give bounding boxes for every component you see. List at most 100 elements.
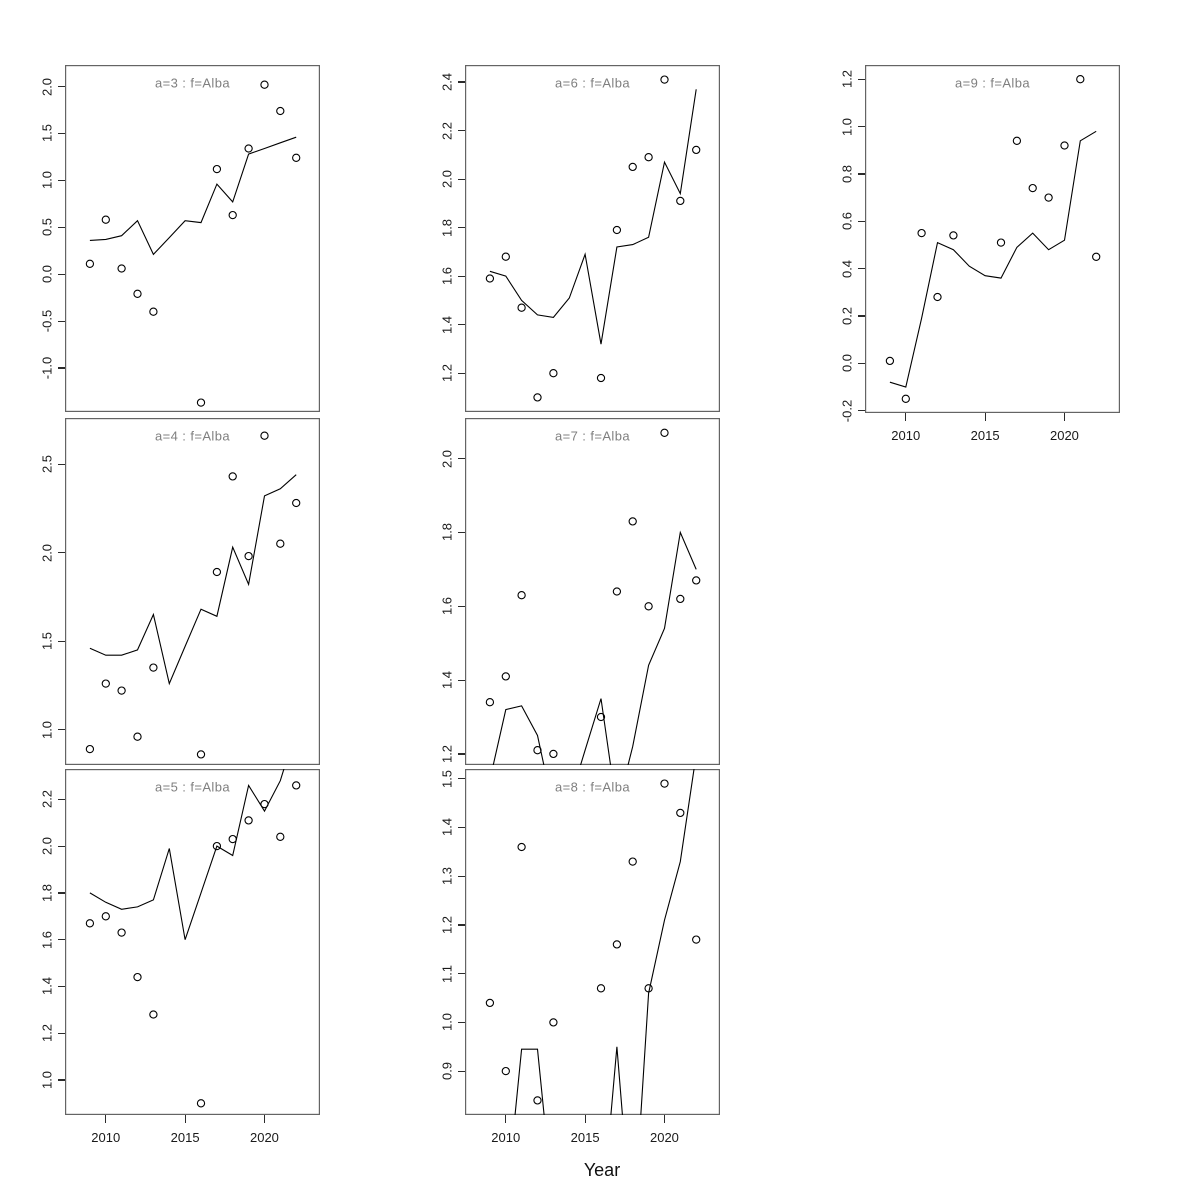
data-point (244, 144, 253, 153)
y-tick-label: 0.6 (839, 212, 855, 231)
data-point (85, 919, 95, 928)
y-tick-label: 1.4 (439, 818, 455, 837)
y-tick-label: 2.0 (39, 543, 55, 562)
y-tick-label: 2.0 (439, 449, 455, 468)
panel-a5 (65, 769, 320, 1115)
data-point (212, 164, 222, 174)
data-point (117, 928, 126, 937)
trend-line (492, 530, 697, 765)
data-point (996, 238, 1006, 247)
y-tick-mark (458, 178, 465, 180)
panel-title-a3: a=3 : f=Alba (155, 75, 230, 91)
data-point (149, 307, 158, 316)
y-tick-label: 1.6 (39, 930, 55, 949)
y-tick-label: 1.8 (39, 883, 55, 902)
x-tick-label: 2015 (570, 1130, 600, 1145)
y-tick-label: 1.3 (439, 867, 455, 886)
data-point (260, 431, 269, 440)
y-tick-mark (58, 552, 65, 554)
data-point (549, 369, 558, 378)
panel-a7 (465, 418, 720, 765)
y-tick-mark (858, 268, 865, 270)
panel-title-a4: a=4 : f=Alba (155, 428, 230, 444)
data-point (1028, 183, 1037, 193)
data-point (949, 231, 958, 240)
data-point (612, 225, 622, 235)
y-tick-label: -0.5 (39, 309, 55, 333)
y-tick-mark (458, 875, 465, 877)
y-tick-label: 2.2 (39, 790, 55, 809)
data-point (596, 984, 606, 993)
y-tick-label: 1.0 (439, 1013, 455, 1032)
y-tick-mark (58, 132, 65, 135)
data-point (692, 576, 701, 585)
y-tick-label: 2.0 (39, 77, 55, 96)
data-point (628, 857, 637, 866)
data-point (501, 672, 510, 681)
y-tick-mark (58, 939, 65, 941)
x-tick-mark (905, 413, 907, 421)
data-point (692, 145, 701, 155)
panel-title-a6: a=6 : f=Alba (555, 75, 630, 91)
x-tick-label: 2015 (970, 428, 1000, 443)
panel-border (465, 769, 720, 1115)
x-tick-label: 2020 (249, 1130, 279, 1145)
x-tick-mark (263, 1115, 266, 1123)
data-point (196, 1099, 206, 1108)
data-point (85, 744, 95, 754)
y-tick-mark (58, 320, 65, 322)
data-point (676, 594, 685, 604)
data-point (501, 1066, 510, 1076)
data-point (101, 912, 110, 921)
panel-title-a9: a=9 : f=Alba (955, 75, 1030, 91)
y-tick-mark (58, 985, 65, 988)
y-tick-mark (858, 315, 865, 317)
panel-a8 (465, 769, 720, 1115)
data-point (660, 428, 669, 437)
y-tick-label: -0.2 (839, 399, 855, 422)
y-tick-mark (58, 892, 65, 894)
data-point (628, 517, 637, 526)
y-tick-label: 1.5 (439, 769, 455, 788)
data-point (260, 80, 269, 89)
y-tick-label: 1.0 (839, 117, 855, 136)
data-point (533, 746, 542, 755)
data-point (228, 472, 237, 481)
x-tick-mark (105, 1115, 107, 1123)
x-tick-label: 2020 (649, 1130, 679, 1145)
y-tick-mark (58, 463, 65, 465)
y-tick-label: 2.4 (439, 72, 455, 92)
data-point (101, 215, 110, 224)
data-point (117, 686, 126, 695)
x-tick-mark (584, 1115, 586, 1123)
y-tick-mark (458, 924, 465, 926)
y-tick-mark (458, 531, 465, 534)
y-tick-mark (458, 372, 465, 374)
x-tick-mark (663, 1115, 666, 1123)
y-tick-label: 2.0 (439, 170, 455, 189)
data-point (85, 259, 95, 268)
data-point (676, 808, 685, 818)
data-point (292, 781, 301, 790)
y-tick-label: 0.0 (839, 354, 855, 373)
y-tick-mark (58, 845, 65, 847)
y-tick-label: 1.8 (439, 218, 455, 237)
trend-line (89, 136, 297, 256)
panel-a6 (465, 65, 720, 412)
y-tick-label: 1.2 (39, 1024, 55, 1043)
data-point (533, 393, 542, 402)
y-tick-label: 2.2 (439, 121, 455, 140)
y-tick-label: 1.0 (39, 720, 55, 739)
y-tick-label: 0.9 (439, 1062, 455, 1081)
y-tick-label: 1.0 (39, 1070, 55, 1089)
data-point (1060, 141, 1069, 150)
data-point (549, 749, 558, 759)
trend-line (89, 769, 285, 940)
y-tick-label: 2.0 (39, 837, 55, 856)
y-tick-label: 1.0 (39, 171, 55, 190)
data-point (917, 228, 926, 238)
data-point (212, 567, 222, 577)
y-tick-label: 1.2 (439, 744, 455, 763)
trend-line (889, 130, 1097, 388)
y-tick-label: 0.5 (39, 218, 55, 237)
